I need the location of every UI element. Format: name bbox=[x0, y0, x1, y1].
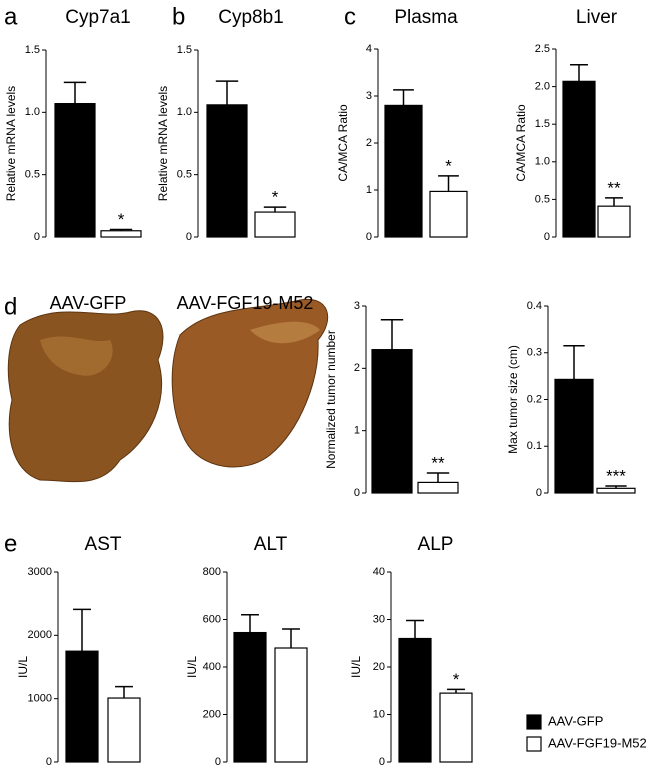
y-tick-label: 0 bbox=[46, 756, 52, 766]
y-tick-label: 0 bbox=[34, 231, 40, 243]
panel-label: e bbox=[4, 530, 17, 557]
y-axis-label: Normalized tumor number bbox=[324, 330, 338, 469]
y-tick-label: 2.0 bbox=[535, 81, 550, 93]
chart-title: ALT bbox=[254, 534, 288, 555]
y-tick-label: 0 bbox=[186, 231, 192, 243]
y-tick-label: 3 bbox=[354, 300, 360, 312]
chart-title: Cyp7a1 bbox=[65, 7, 131, 28]
liver-photos bbox=[7, 298, 329, 483]
bar bbox=[597, 205, 631, 238]
y-tick-label: 1.5 bbox=[177, 44, 192, 56]
bar bbox=[54, 103, 96, 238]
y-tick-label: 2 bbox=[366, 137, 372, 149]
liver-highlight bbox=[40, 336, 113, 376]
y-tick-label: 3000 bbox=[28, 566, 52, 578]
y-tick-label: 0.2 bbox=[527, 393, 542, 405]
bar bbox=[439, 692, 473, 763]
y-tick-label: 400 bbox=[203, 661, 221, 673]
y-tick-label: 0.5 bbox=[25, 169, 40, 181]
y-tick-label: 0 bbox=[379, 756, 385, 766]
chart-title: Liver bbox=[576, 7, 618, 28]
legend-swatch bbox=[526, 736, 542, 752]
y-axis-label: IU/L bbox=[16, 656, 30, 678]
bar bbox=[107, 697, 141, 763]
significance-label: * bbox=[445, 156, 452, 175]
bar bbox=[562, 80, 596, 238]
y-tick-label: 0 bbox=[536, 487, 542, 499]
y-tick-label: 1.0 bbox=[25, 106, 40, 118]
y-axis-label: Relative mRNA levels bbox=[4, 86, 18, 201]
y-tick-label: 0.5 bbox=[177, 169, 192, 181]
y-tick-label: 0.4 bbox=[527, 300, 542, 312]
y-tick-label: 1.0 bbox=[535, 156, 550, 168]
y-tick-label: 1.0 bbox=[177, 106, 192, 118]
bar bbox=[384, 104, 423, 238]
y-tick-label: 20 bbox=[373, 661, 385, 673]
chart-title: AST bbox=[85, 534, 122, 555]
y-tick-label: 0.1 bbox=[527, 440, 542, 452]
panel-label: b bbox=[172, 3, 185, 30]
y-tick-label: 3 bbox=[366, 90, 372, 102]
liver-highlight bbox=[250, 321, 320, 344]
significance-label: * bbox=[118, 210, 125, 229]
y-tick-label: 2000 bbox=[28, 629, 52, 641]
y-tick-label: 2 bbox=[354, 362, 360, 374]
photo-label: AAV-GFP bbox=[50, 293, 127, 313]
panel-label: c bbox=[344, 3, 356, 30]
y-axis-label: CA/MCA Ratio bbox=[336, 104, 350, 182]
bar bbox=[206, 104, 248, 238]
bar bbox=[274, 647, 308, 763]
y-tick-label: 0 bbox=[354, 487, 360, 499]
y-tick-label: 1 bbox=[354, 425, 360, 437]
bar bbox=[429, 190, 468, 238]
bar bbox=[398, 637, 432, 763]
liver-gfp bbox=[7, 310, 164, 483]
y-tick-label: 2.5 bbox=[535, 43, 550, 55]
y-axis-label: IU/L bbox=[185, 656, 199, 678]
y-tick-label: 0.3 bbox=[527, 347, 542, 359]
y-tick-label: 40 bbox=[373, 566, 385, 578]
legend-swatch bbox=[526, 714, 542, 730]
y-tick-label: 1.5 bbox=[535, 118, 550, 130]
bar bbox=[233, 631, 267, 763]
y-axis-label: Max tumor size (cm) bbox=[506, 345, 520, 454]
y-axis-label: Relative mRNA levels bbox=[156, 86, 170, 201]
bar bbox=[371, 349, 413, 494]
panel-label: d bbox=[4, 293, 17, 320]
chart-title: Cyp8b1 bbox=[218, 7, 284, 28]
bar bbox=[65, 650, 99, 763]
bar bbox=[417, 481, 459, 494]
y-tick-label: 1.5 bbox=[25, 44, 40, 56]
significance-label: * bbox=[272, 188, 279, 207]
y-tick-label: 1 bbox=[366, 184, 372, 196]
significance-label: *** bbox=[606, 466, 626, 485]
bar bbox=[596, 487, 636, 494]
legend-label: AAV-FGF19-M52 bbox=[548, 735, 647, 750]
chart-title: ALP bbox=[418, 534, 454, 555]
legend-label: AAV-GFP bbox=[548, 713, 603, 728]
bar bbox=[554, 378, 594, 494]
bar bbox=[100, 230, 142, 238]
y-tick-label: 800 bbox=[203, 566, 221, 578]
y-tick-label: 600 bbox=[203, 613, 221, 625]
significance-label: ** bbox=[607, 178, 621, 197]
panel-label: a bbox=[4, 3, 18, 30]
chart-title: Plasma bbox=[394, 7, 458, 28]
significance-label: * bbox=[453, 670, 460, 689]
y-tick-label: 10 bbox=[373, 708, 385, 720]
significance-label: ** bbox=[431, 454, 445, 473]
y-axis-label: IU/L bbox=[349, 656, 363, 678]
y-tick-label: 4 bbox=[366, 43, 372, 55]
y-tick-label: 0 bbox=[215, 756, 221, 766]
y-tick-label: 0 bbox=[544, 231, 550, 243]
y-tick-label: 1000 bbox=[28, 693, 52, 705]
y-tick-label: 30 bbox=[373, 613, 385, 625]
y-tick-label: 200 bbox=[203, 708, 221, 720]
y-axis-label: CA/MCA Ratio bbox=[514, 104, 528, 182]
y-tick-label: 0.5 bbox=[535, 193, 550, 205]
bar bbox=[254, 211, 296, 238]
y-tick-label: 0 bbox=[366, 231, 372, 243]
photo-label: AAV-FGF19-M52 bbox=[177, 293, 314, 313]
